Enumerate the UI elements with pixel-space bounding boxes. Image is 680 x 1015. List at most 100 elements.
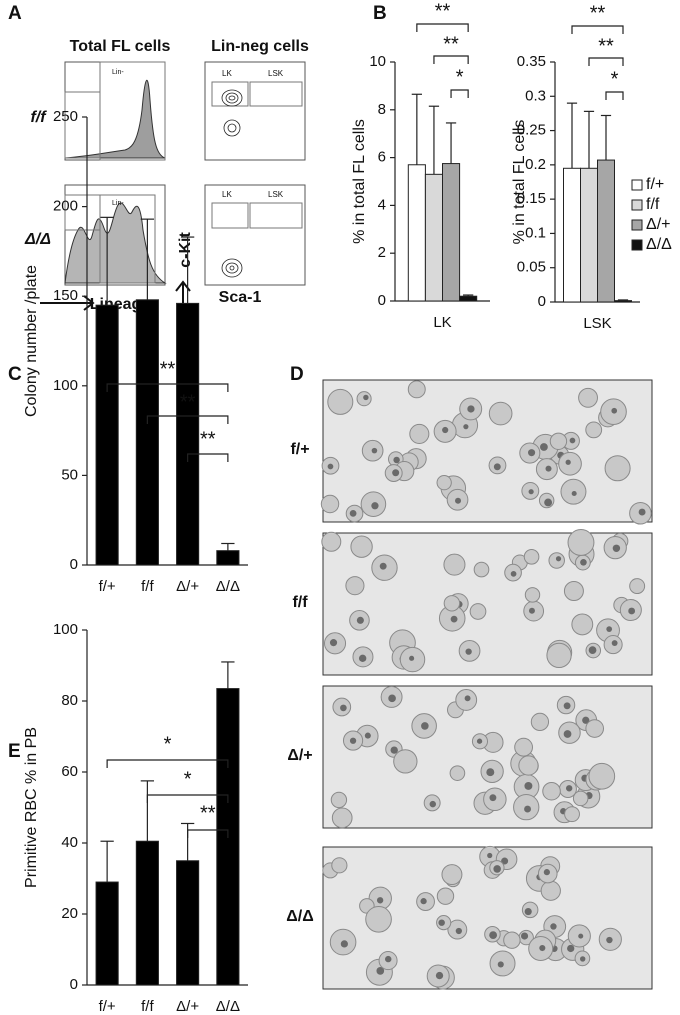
nucleus xyxy=(567,944,575,953)
gate-label: Lin- xyxy=(112,200,124,207)
nucleus xyxy=(371,502,379,510)
nucleus xyxy=(606,936,613,944)
cell xyxy=(469,603,487,620)
nucleus xyxy=(611,640,618,647)
gate-label: Lin- xyxy=(112,69,124,76)
flow-header: Lin-neg cells xyxy=(211,38,309,55)
nucleus xyxy=(528,607,535,614)
nucleus xyxy=(340,704,347,712)
y-tick-label: 100 xyxy=(53,621,78,638)
y-tick-label: 0 xyxy=(70,976,78,993)
nucleus xyxy=(421,722,429,730)
x-tick-label: Δ/Δ xyxy=(216,578,240,595)
nucleus xyxy=(540,443,548,451)
x-tick-label: f/f xyxy=(141,998,154,1015)
x-tick-label: f/f xyxy=(141,578,154,595)
y-tick-label: 0 xyxy=(70,556,78,573)
significance-label: ** xyxy=(435,0,451,22)
flow-plot xyxy=(204,61,306,161)
nucleus xyxy=(563,730,572,738)
nucleus xyxy=(393,456,400,464)
cell xyxy=(407,380,426,399)
significance-bracket xyxy=(106,759,229,768)
x-tick-label: f/+ xyxy=(99,998,116,1015)
nucleus xyxy=(388,694,396,703)
bar xyxy=(563,167,581,303)
bar xyxy=(424,173,443,302)
cell xyxy=(585,719,605,738)
cell xyxy=(578,387,598,408)
nucleus xyxy=(486,768,495,777)
bar xyxy=(459,295,478,302)
nucleus xyxy=(493,865,501,873)
cell xyxy=(604,455,631,482)
nucleus xyxy=(563,702,571,710)
cell xyxy=(540,880,561,901)
x-tick-label: f/+ xyxy=(99,578,116,595)
cell xyxy=(436,887,455,905)
significance-bracket xyxy=(146,794,229,803)
legend-label: Δ/Δ xyxy=(646,236,672,253)
cell xyxy=(523,548,540,565)
significance-bracket xyxy=(571,25,624,34)
nucleus xyxy=(628,607,636,615)
legend-swatch xyxy=(631,239,643,251)
cell xyxy=(585,421,603,439)
y-axis-label: Primitive RBC % in PB xyxy=(23,727,40,888)
y-tick-label: 0.15 xyxy=(517,190,546,207)
y-tick-label: 60 xyxy=(61,763,78,780)
cell xyxy=(441,864,463,886)
cell xyxy=(436,474,452,491)
cell xyxy=(443,595,461,612)
nucleus xyxy=(376,967,385,975)
y-tick-label: 8 xyxy=(378,101,386,118)
nucleus xyxy=(429,800,436,808)
nucleus xyxy=(520,932,529,940)
nucleus xyxy=(385,955,392,963)
nucleus xyxy=(349,737,357,744)
nucleus xyxy=(356,616,364,624)
nucleus xyxy=(438,919,445,926)
bar xyxy=(95,881,119,986)
cell xyxy=(330,791,348,809)
nucleus xyxy=(578,933,584,939)
cell xyxy=(567,529,595,556)
significance-label: * xyxy=(164,733,172,755)
nucleus xyxy=(539,944,546,952)
nucleus xyxy=(442,426,449,434)
significance-bracket xyxy=(433,55,469,64)
cell xyxy=(524,587,541,603)
y-tick-label: 40 xyxy=(61,834,78,851)
y-tick-label: 50 xyxy=(61,466,78,483)
flow-row-label: f/f xyxy=(30,109,47,126)
nucleus xyxy=(379,562,387,570)
nucleus xyxy=(550,923,557,930)
cell xyxy=(327,388,354,415)
nucleus xyxy=(329,639,338,647)
significance-bracket xyxy=(416,23,469,32)
nucleus xyxy=(612,544,621,552)
y-tick-label: 200 xyxy=(53,198,78,215)
cell xyxy=(518,755,539,776)
y-axis-label: % in total FL cells xyxy=(351,119,368,244)
cell xyxy=(564,806,580,823)
nucleus xyxy=(501,857,509,865)
flow-y-label: c-Kit xyxy=(177,232,194,268)
nucleus xyxy=(528,489,534,495)
nucleus xyxy=(465,648,472,655)
flow-plot xyxy=(204,184,306,286)
cell xyxy=(350,535,373,558)
legend-swatch xyxy=(631,219,643,231)
nucleus xyxy=(489,931,498,940)
significance-label: ** xyxy=(590,2,606,24)
nucleus xyxy=(565,785,573,792)
cell xyxy=(572,790,589,807)
flow-x-label: Sca-1 xyxy=(219,289,262,306)
flow-panel: Total FL cells Lin-neg cells f/f Δ/Δ Lin… xyxy=(24,38,309,315)
cell xyxy=(393,749,418,774)
nucleus xyxy=(363,394,369,401)
nucleus xyxy=(455,927,462,935)
gate xyxy=(211,202,249,229)
micrograph-label: Δ/+ xyxy=(287,747,312,764)
nucleus xyxy=(358,654,367,663)
